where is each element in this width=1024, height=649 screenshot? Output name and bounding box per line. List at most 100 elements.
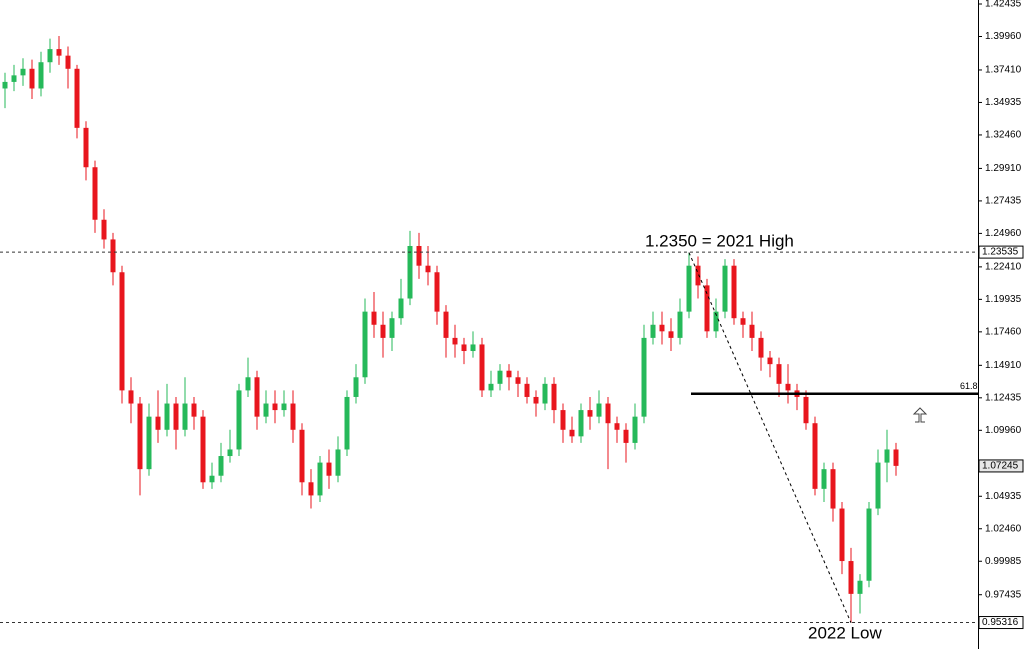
candle-body [245,377,251,391]
candle-body [20,68,26,76]
y-tick-label: 1.22410 [985,262,1022,273]
candle-body [488,383,494,391]
candle-body [416,246,422,266]
y-tick-label: 0.99985 [985,556,1022,567]
candle-body [344,396,350,450]
candle-body [65,55,71,69]
trend-line [688,252,852,623]
candle-body [848,561,854,594]
candle-body [677,311,683,338]
candle-body [2,81,8,89]
candle-body [893,449,899,466]
up-arrow-icon [912,407,928,423]
candle-body [776,364,782,384]
candle-body [857,580,863,594]
y-tick-label: 1.32460 [985,130,1022,141]
candle-body [335,449,341,476]
y-tick-label: 1.37410 [985,65,1022,76]
candle-body [722,265,728,312]
candle-body [236,390,242,450]
candle-body [614,423,620,430]
candle-body [29,68,35,89]
candle-body [749,324,755,338]
price-label: 1.23535 [982,247,1019,258]
candle-body [668,331,674,338]
candle-body [866,508,872,581]
y-tick-label: 1.09960 [985,425,1022,436]
candle-body [146,416,152,470]
candle-body [326,462,332,476]
y-tick-label: 1.42435 [985,0,1022,10]
candle-body [254,377,260,417]
candle-body [704,285,710,332]
y-tick-label: 1.24960 [985,228,1022,239]
y-tick-label: 1.39960 [985,31,1022,42]
candle-body [461,344,467,352]
candle-body [371,311,377,325]
candle-body [587,410,593,417]
candle-body [353,377,359,397]
candle-body [74,68,80,128]
candle-body [515,377,521,384]
candle-body [317,462,323,496]
price-label-box [978,616,1024,630]
candle-body [398,298,404,319]
candle-body [308,482,314,496]
candle-body [659,324,665,332]
candle-body [281,403,287,411]
candle-body [227,449,233,457]
candle-body [434,272,440,312]
candle-body [200,416,206,483]
annotation: 2022 Low [808,623,882,642]
candle-body [128,390,134,404]
current-price-box [978,459,1024,473]
candle-body [407,246,413,299]
candle-body [191,403,197,417]
price-label: 0.95316 [982,617,1019,628]
candle-body [425,265,431,273]
candle-body [182,403,188,430]
candle-body [443,311,449,338]
candle-body [497,370,503,384]
candle-body [83,127,89,168]
y-tick-label: 1.29910 [985,163,1022,174]
candle-body [695,265,701,286]
candle-body [389,318,395,338]
candle-body [686,265,692,312]
candle-body [596,403,602,417]
candle-body [452,337,458,345]
candle-body [875,462,881,509]
candle-body [101,219,107,240]
candle-body [884,449,890,463]
candle-body [155,416,161,430]
candle-body [479,344,485,391]
candle-body [623,429,629,443]
candle-body [713,311,719,332]
annotation: 1.2350 = 2021 High [645,231,794,250]
candle-body [290,403,296,430]
candle-body [173,403,179,430]
candle-body [551,383,557,411]
y-tick-label: 1.14910 [985,360,1022,371]
current-price-label: 1.07245 [982,461,1019,472]
candle-body [110,239,116,273]
candle-body [380,324,386,338]
candle-body [542,383,548,404]
candle-body [821,469,827,489]
y-tick-label: 1.19935 [985,294,1022,305]
candle-body [119,272,125,391]
candle-body [47,49,53,63]
candle-body [164,403,170,430]
candle-body [218,456,224,476]
candle-body [641,337,647,417]
candle-body [533,396,539,404]
candle-body [839,508,845,562]
candle-body [758,337,764,358]
candle-body [299,429,305,483]
candle-body [11,75,17,82]
candle-body [803,396,809,424]
price-label-box [978,245,1024,259]
candle-body [731,265,737,319]
